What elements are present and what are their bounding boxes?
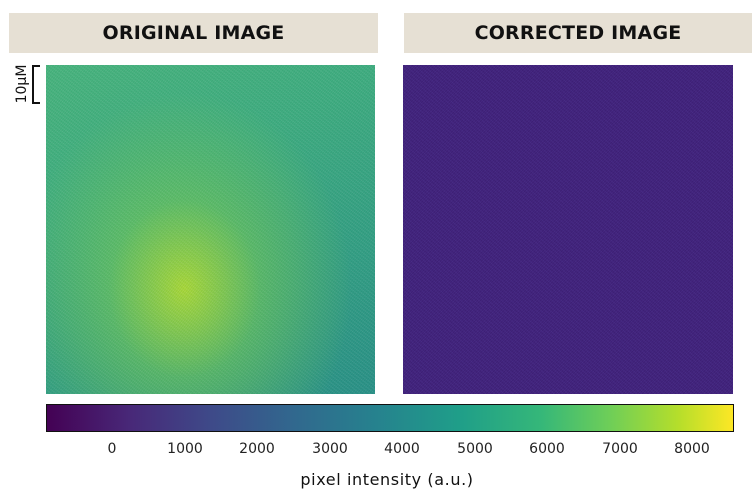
colorbar-tick-7000: 7000 (602, 441, 638, 457)
original-image-title: ORIGINAL IMAGE (9, 13, 378, 53)
colorbar-tick-0: 0 (107, 441, 117, 457)
colorbar-tick-3000: 3000 (312, 441, 348, 457)
colorbar-label: pixel intensity (a.u.) (300, 470, 474, 489)
colorbar-tick-2000: 2000 (239, 441, 275, 457)
colorbar-tick-6000: 6000 (529, 441, 565, 457)
colorbar-tick-8000: 8000 (674, 441, 710, 457)
corrected-image (403, 65, 733, 394)
corrected-image-title: CORRECTED IMAGE (404, 13, 752, 53)
colorbar-tick-5000: 5000 (457, 441, 493, 457)
original-image (46, 65, 375, 394)
colorbar (46, 404, 734, 432)
scale-bar-label: 10μM (14, 64, 30, 104)
colorbar-tick-1000: 1000 (167, 441, 203, 457)
colorbar-tick-4000: 4000 (384, 441, 420, 457)
scale-bar (32, 65, 40, 104)
